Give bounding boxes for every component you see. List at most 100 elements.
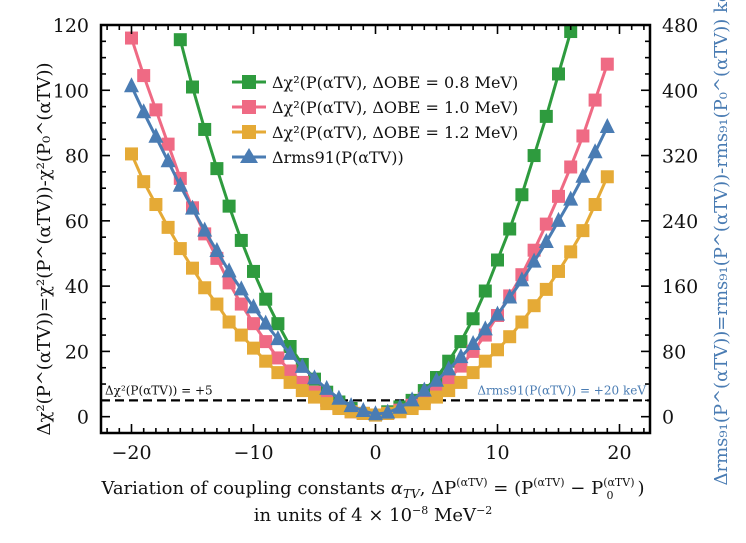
series-3-point xyxy=(320,397,334,411)
series-1-point xyxy=(539,109,553,123)
series-line-4 xyxy=(130,85,609,416)
series-3-point xyxy=(125,147,138,161)
y-tick-label-left: 60 xyxy=(65,211,89,233)
x-tick-label: 10 xyxy=(485,442,509,464)
series-2-point xyxy=(125,31,138,45)
y-tick-label-left: 0 xyxy=(77,407,89,429)
series-2-point xyxy=(539,217,553,231)
series-4-point xyxy=(246,298,261,314)
x-tick-label: −20 xyxy=(111,442,151,464)
series-1-point xyxy=(564,25,578,39)
x-tick-label: 20 xyxy=(607,442,631,464)
y-tick-label-left: 120 xyxy=(53,15,89,37)
series-3-point xyxy=(137,175,151,189)
y-tick-label-right: 240 xyxy=(662,211,698,233)
series-4-point xyxy=(282,344,298,360)
y-axis-title-right: Δrms₉₁(P^(αTV))=rms₉₁(P^(αTV))-rms₉₁(P₀^… xyxy=(711,0,732,486)
series-1-point xyxy=(478,284,492,298)
series-4-point xyxy=(477,320,493,336)
series-2-point xyxy=(527,243,541,257)
series-1-point xyxy=(454,335,468,349)
series-4-point xyxy=(343,397,359,413)
series-4-point xyxy=(490,305,505,321)
series-4-point xyxy=(416,381,432,397)
series-4-point xyxy=(124,77,139,93)
y-tick-label-right: 160 xyxy=(662,276,698,298)
series-1-point xyxy=(173,33,187,47)
series-1-point xyxy=(527,149,541,163)
y-tick-label-right: 320 xyxy=(662,146,698,168)
series-4-point xyxy=(429,371,444,387)
series-4-point xyxy=(160,152,176,168)
series-2-point xyxy=(576,129,590,143)
legend: Δχ²(P(αTV), ΔOBE = 0.8 MeV) Δχ²(P(αTV), Δ… xyxy=(232,73,518,167)
series-3-point xyxy=(283,375,297,389)
series-1-point xyxy=(222,199,236,213)
series-4-point xyxy=(502,288,518,304)
series-4-point xyxy=(392,398,408,414)
series-3-point xyxy=(430,390,443,404)
series-4-point xyxy=(233,280,249,296)
series-3-point xyxy=(454,375,468,389)
series-1-point xyxy=(503,222,517,236)
legend-marker-2 xyxy=(242,100,256,114)
series-4-point xyxy=(221,262,237,278)
series-2-point xyxy=(588,93,602,107)
series-4-point xyxy=(368,405,383,421)
axes: Δχ²(P(αTV)) = +5 Δrms91(P(αTV)) = +20 keV… xyxy=(53,15,699,464)
series-3-point xyxy=(478,354,492,368)
x-tick-label: −10 xyxy=(233,442,273,464)
series-3-point xyxy=(271,366,285,380)
y-tick-label-left: 80 xyxy=(65,146,89,168)
series-4-point xyxy=(599,118,615,133)
series-3-point xyxy=(466,366,480,380)
series-4-point xyxy=(380,403,396,419)
series-1-point xyxy=(271,317,285,331)
series-2-point xyxy=(234,297,248,311)
legend-label-3: Δχ²(P(αTV), ΔOBE = 1.2 MeV) xyxy=(272,123,518,142)
series-1-point xyxy=(552,67,565,81)
series-1-point xyxy=(234,233,248,247)
legend-marker-4 xyxy=(240,148,258,163)
series-4-point xyxy=(355,401,371,417)
series-2-point xyxy=(283,364,297,378)
series-3-point xyxy=(149,198,163,212)
series-2-point xyxy=(552,189,565,203)
series-1-point xyxy=(210,162,224,176)
series-4-point xyxy=(307,369,322,385)
series-4-point xyxy=(587,143,603,159)
series-3-point xyxy=(527,299,541,313)
series-3-point xyxy=(259,354,273,368)
series-4-point xyxy=(563,190,579,206)
series-1-point xyxy=(515,188,529,202)
series-4-point xyxy=(526,252,542,268)
series-3-point xyxy=(600,170,614,184)
legend-label-4: Δrms91(P(αTV)) xyxy=(272,148,404,167)
series-4-point xyxy=(197,221,213,237)
series-4-point xyxy=(258,314,274,330)
series-3-point xyxy=(210,297,224,311)
series-3-point xyxy=(247,341,260,355)
series-1-point xyxy=(186,80,199,94)
series-3-point xyxy=(576,224,590,238)
series-2-point xyxy=(222,276,236,290)
series-4-point xyxy=(441,360,457,376)
series-2-point xyxy=(271,351,285,365)
series-3-point xyxy=(161,220,175,234)
series-4-point xyxy=(270,330,286,346)
series-4-point xyxy=(209,242,225,258)
series-4-point xyxy=(136,103,152,119)
y-tick-label-right: 80 xyxy=(662,341,686,363)
y-tick-label-right: 400 xyxy=(662,80,698,102)
series-1-point xyxy=(466,312,480,326)
series-4-point xyxy=(185,199,200,215)
plot-area xyxy=(101,25,650,422)
reference-label-right: Δrms91(P(αTV)) = +20 keV xyxy=(477,383,646,397)
series-4-point xyxy=(294,357,310,373)
y-tick-label-left: 20 xyxy=(65,341,89,363)
series-3-point xyxy=(564,245,578,259)
series-2-point xyxy=(564,160,578,174)
series-3-point xyxy=(222,315,236,329)
series-4-point xyxy=(172,176,188,192)
